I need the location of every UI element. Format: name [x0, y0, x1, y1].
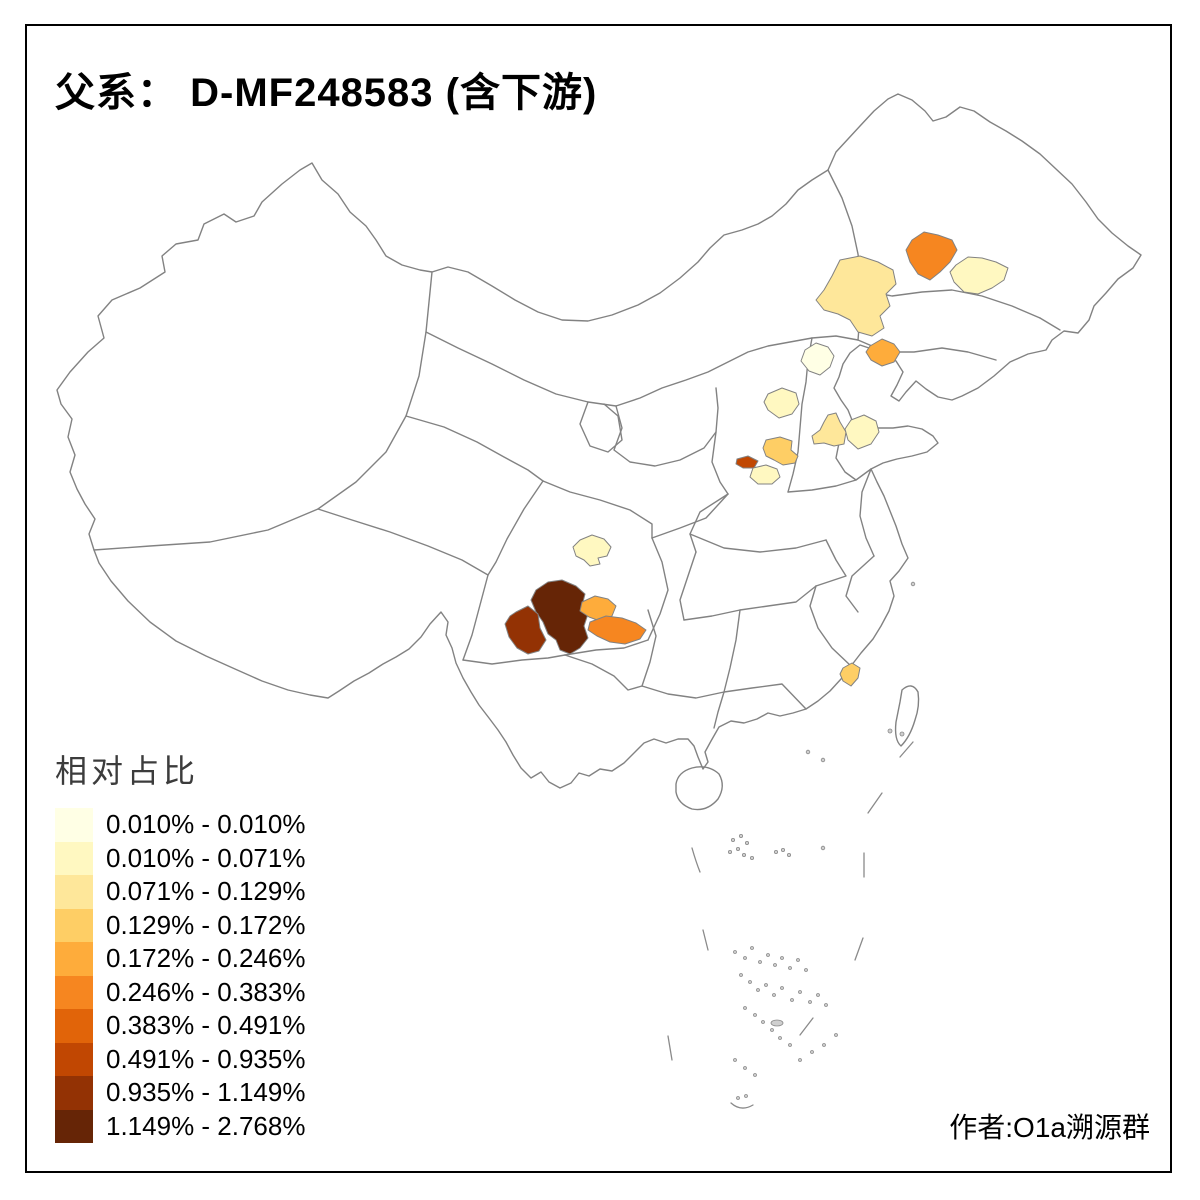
legend: 相对占比 0.010% - 0.010% 0.010% - 0.071% 0.0…: [55, 746, 385, 1143]
legend-label: 0.071% - 0.129%: [106, 876, 306, 907]
legend-row: 1.149% - 2.768%: [55, 1109, 385, 1143]
legend-swatch: [55, 942, 93, 976]
region-sichuan-south-orange: [579, 595, 617, 622]
hainan-island: [675, 766, 723, 811]
region-northeast-orange: [905, 231, 958, 281]
legend-swatch: [55, 1009, 93, 1043]
mainland-outline: [56, 93, 1142, 789]
legend-swatch: [55, 1109, 93, 1143]
legend-row: 0.491% - 0.935%: [55, 1042, 385, 1076]
legend-row: 0.071% - 0.129%: [55, 875, 385, 909]
south-china-sea-islands: [667, 581, 916, 1109]
region-shanxi-west-darkred: [735, 455, 759, 469]
region-shanxi-central-orange: [762, 436, 799, 466]
legend-swatch: [55, 875, 93, 909]
legend-label: 0.010% - 0.010%: [106, 809, 306, 840]
highlighted-regions: [504, 231, 1009, 687]
region-northeast-west-pale: [815, 255, 897, 337]
legend-title: 相对占比: [55, 753, 200, 789]
region-northeast-east-pale: [949, 256, 1009, 295]
legend-label: 1.149% - 2.768%: [106, 1110, 306, 1141]
legend-swatch: [55, 841, 93, 875]
legend-swatch: [55, 1076, 93, 1110]
legend-swatch: [55, 908, 93, 942]
page-title: 父系： D-MF248583 (含下游): [55, 71, 598, 115]
legend-label: 0.246% - 0.383%: [106, 976, 306, 1007]
region-sichuan-central-pale: [572, 534, 612, 567]
legend-row: 0.010% - 0.010%: [55, 808, 385, 842]
author-credit: 作者:O1a溯源群: [949, 1112, 1150, 1143]
region-fujian-coast-orange: [839, 662, 861, 687]
region-sichuan-sw-darkbrown: [530, 579, 589, 655]
legend-row: 0.246% - 0.383%: [55, 975, 385, 1009]
legend-swatch: [55, 1042, 93, 1076]
region-shanxi-south-cream: [749, 464, 781, 485]
region-hebei-south-pale: [811, 412, 847, 447]
legend-row: 0.172% - 0.246%: [55, 942, 385, 976]
region-shandong-west-pale: [844, 414, 880, 450]
region-yunnan-ne-orange: [587, 615, 647, 645]
region-yunnan-central-brown: [504, 605, 547, 655]
legend-label: 0.172% - 0.246%: [106, 943, 306, 974]
legend-row: 0.935% - 1.149%: [55, 1076, 385, 1110]
legend-row: 0.383% - 0.491%: [55, 1009, 385, 1043]
legend-row: 0.010% - 0.071%: [55, 841, 385, 875]
figure-frame: [25, 24, 1172, 1173]
taiwan-island: [894, 685, 920, 747]
region-bohai-north-orange: [865, 338, 901, 367]
legend-label: 0.383% - 0.491%: [106, 1010, 306, 1041]
legend-swatch: [55, 975, 93, 1009]
legend-swatch: [55, 808, 93, 842]
legend-row: 0.129% - 0.172%: [55, 908, 385, 942]
legend-label: 0.010% - 0.071%: [106, 842, 306, 873]
legend-label: 0.491% - 0.935%: [106, 1043, 306, 1074]
region-hebei-central-pale: [763, 387, 800, 419]
legend-label: 0.935% - 1.149%: [106, 1077, 306, 1108]
region-beijing-cream: [800, 342, 835, 376]
legend-label: 0.129% - 0.172%: [106, 909, 306, 940]
